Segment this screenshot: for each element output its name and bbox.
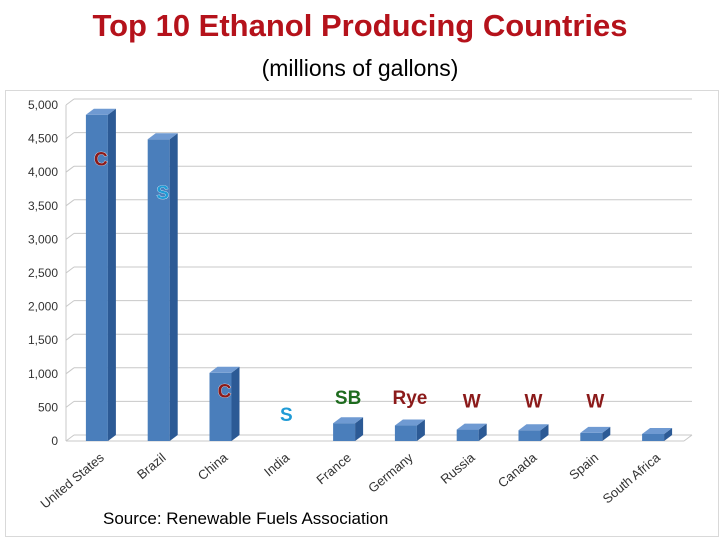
bar-side xyxy=(355,417,364,441)
gridline-depth xyxy=(65,400,75,408)
gridline-depth xyxy=(65,300,75,308)
bar-side xyxy=(540,424,549,441)
bar-annotation: C xyxy=(94,149,108,170)
bar-annotation: W xyxy=(586,391,604,412)
bar-side xyxy=(416,419,425,441)
bar-annotation: SB xyxy=(335,388,361,409)
x-tick-label: Brazil xyxy=(134,450,169,482)
gridline-depth xyxy=(65,333,75,341)
gridline-depth xyxy=(65,434,75,442)
bar-annotation: C xyxy=(218,381,232,402)
gridline-depth xyxy=(65,98,75,106)
bar xyxy=(580,432,603,441)
x-tick-label: Spain xyxy=(566,450,601,483)
x-tick-label: Russia xyxy=(438,449,479,487)
page-title: Top 10 Ethanol Producing Countries xyxy=(92,8,628,43)
y-tick-label: 4,500 xyxy=(28,132,58,146)
bar-annotation: W xyxy=(525,391,543,412)
bar-top xyxy=(394,419,425,426)
y-tick-label: 500 xyxy=(38,400,58,414)
bar-top xyxy=(456,423,487,430)
bar xyxy=(394,425,417,441)
y-tick-label: 2,500 xyxy=(28,266,58,280)
bar-annotations: C S C S SB Rye W W W xyxy=(94,149,605,426)
source-note: Source: Renewable Fuels Association xyxy=(103,509,389,528)
bar-top xyxy=(642,427,673,434)
x-tick-label: United States xyxy=(37,449,107,511)
bar-side xyxy=(169,133,178,441)
x-axis-depth xyxy=(683,434,693,442)
bar xyxy=(642,433,665,441)
bar xyxy=(85,114,108,441)
bar-side xyxy=(664,427,673,441)
gridline-depth xyxy=(65,132,75,140)
bar-annotation: S xyxy=(280,405,293,426)
gridline-depth xyxy=(65,199,75,207)
bar xyxy=(333,423,356,441)
bar-side xyxy=(602,426,611,441)
x-tick-label: Canada xyxy=(495,449,540,490)
x-tick-label: India xyxy=(261,449,293,479)
y-tick-label: 4,000 xyxy=(28,165,58,179)
gridline-depth xyxy=(65,232,75,240)
y-tick-label: 1,500 xyxy=(28,333,58,347)
bar xyxy=(209,372,232,441)
chart-bars xyxy=(85,108,673,441)
page-subtitle: (millions of gallons) xyxy=(261,55,459,81)
gridline-depth xyxy=(65,165,75,173)
bar-annotation: Rye xyxy=(392,388,427,409)
bar-side xyxy=(231,366,240,441)
y-tick-label: 3,500 xyxy=(28,199,58,213)
gridline-depth xyxy=(65,367,75,375)
bar-top xyxy=(209,366,240,373)
bar xyxy=(456,429,479,441)
bar xyxy=(518,430,541,441)
bar-side xyxy=(478,423,487,441)
x-tick-label: China xyxy=(195,449,231,483)
y-tick-label: 2,000 xyxy=(28,300,58,314)
y-tick-label: 3,000 xyxy=(28,232,58,246)
bar-side xyxy=(107,108,116,441)
x-tick-label: Germany xyxy=(365,449,416,495)
x-tick-label: South Africa xyxy=(600,449,664,506)
y-axis-ticks: 0 500 1,000 1,500 2,000 2,500 3,000 3,500 4,000 4… xyxy=(28,98,58,448)
bar-top xyxy=(85,108,116,115)
x-axis-labels: United States Brazil China India France Germa… xyxy=(37,449,663,511)
bar-top xyxy=(147,133,178,140)
bar-top xyxy=(518,424,549,431)
y-tick-label: 1,000 xyxy=(28,367,58,381)
gridline-depth xyxy=(65,266,75,274)
x-tick-label: France xyxy=(313,450,354,488)
chart-frame xyxy=(5,90,719,537)
y-tick-label: 0 xyxy=(51,434,58,448)
bar-annotation: S xyxy=(156,183,169,204)
bar xyxy=(147,139,170,441)
bar-annotation: W xyxy=(463,391,481,412)
bar-top xyxy=(580,426,611,433)
y-tick-label: 5,000 xyxy=(28,98,58,112)
bar-top xyxy=(333,417,364,424)
